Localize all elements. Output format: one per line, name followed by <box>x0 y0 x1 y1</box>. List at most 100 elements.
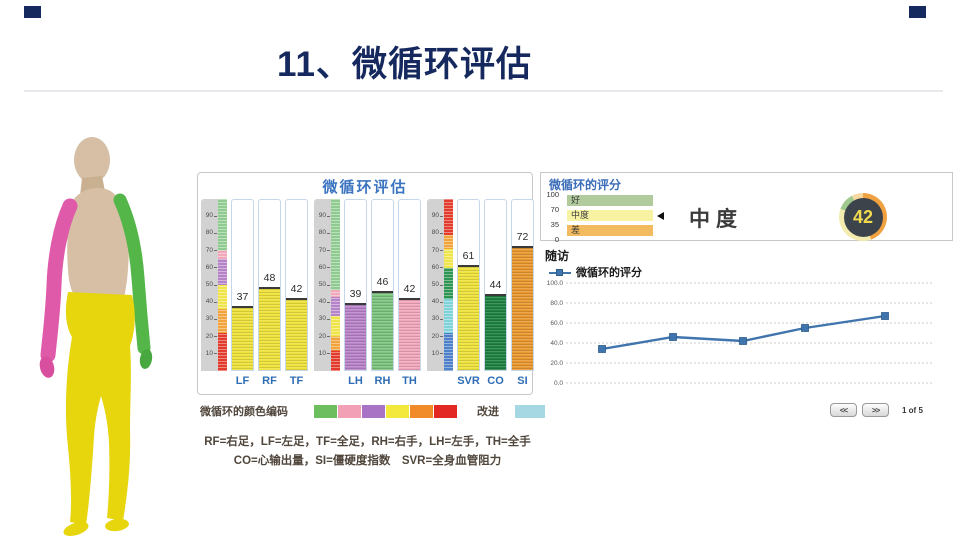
category-label: LF <box>235 375 250 387</box>
color-legend-swatches <box>314 404 457 418</box>
bar-column-LH: 39 LH <box>344 199 367 391</box>
axis-tick: 60 <box>432 264 443 271</box>
title-divider <box>24 90 943 92</box>
axis-tick: 70 <box>206 247 217 254</box>
bar-value-label: 46 <box>376 275 389 288</box>
bar-RF <box>259 287 280 370</box>
y-axis-tick: 60.0 <box>550 320 563 327</box>
axis-tick: 80 <box>319 230 330 237</box>
bar-SVR <box>458 265 479 370</box>
body-right-hand <box>139 349 153 369</box>
body-left-arm <box>40 198 78 363</box>
axis-tick: 10 <box>206 350 217 357</box>
score-panel-title: 微循环的评分 <box>549 178 622 192</box>
score-badge-ring: 42 <box>839 193 887 241</box>
body-left-foot <box>63 522 89 536</box>
axis-column: 90 80 70 60 50 40 30 20 10 <box>201 199 227 391</box>
axis-column: 90 80 70 60 50 40 30 20 10 <box>314 199 340 391</box>
bar-RH <box>372 290 393 370</box>
axis-tick: 10 <box>319 350 330 357</box>
color-legend: 微循环的颜色编码 改进 <box>200 403 545 419</box>
bar-column-TH: 42 TH <box>398 199 421 391</box>
data-point-marker <box>669 333 677 341</box>
data-point-marker <box>881 312 889 320</box>
axis-tick: 40 <box>319 298 330 305</box>
axis-tick: 40 <box>432 298 443 305</box>
bar-group-2: 90 80 70 60 50 40 30 20 10 61 SVR 44 CO 72 SI <box>427 199 534 391</box>
bar-CO <box>485 294 506 370</box>
axis-tick: 70 <box>319 247 330 254</box>
pager-status: 1 of 5 <box>902 405 923 415</box>
axis-tick: 20 <box>319 333 330 340</box>
category-label: LH <box>348 375 363 387</box>
axis-tick: 90 <box>206 212 217 219</box>
bar-track: 42 <box>398 199 421 371</box>
line-series-marker-icon <box>549 268 571 277</box>
axis-tick: 30 <box>206 316 217 323</box>
score-band-1: 中度 <box>567 210 653 221</box>
score-band-0: 好 <box>567 195 653 206</box>
bar-value-label: 61 <box>462 250 475 263</box>
current-level-marker-icon <box>657 212 664 220</box>
body-torso <box>67 187 129 298</box>
improved-label: 改进 <box>477 406 499 418</box>
legend-swatch <box>362 404 385 418</box>
bar-value-label: 42 <box>403 282 416 295</box>
axis-ticks: 90 80 70 60 50 40 30 20 10 <box>314 199 331 371</box>
axis-tick: 60 <box>206 264 217 271</box>
category-label: SI <box>517 375 528 387</box>
bar-column-SI: 72 SI <box>511 199 534 391</box>
bar-LH <box>345 302 366 370</box>
bar-SI <box>512 246 533 370</box>
axis-tick: 50 <box>319 281 330 288</box>
bar-track: 42 <box>285 199 308 371</box>
axis-tick: 80 <box>206 230 217 237</box>
score-scale-tick: 0 <box>554 235 559 244</box>
score-band-2: 差 <box>567 225 653 236</box>
axis-ticks: 90 80 70 60 50 40 30 20 10 <box>427 199 444 371</box>
bar-track: 37 <box>231 199 254 371</box>
category-label: SVR <box>457 375 480 387</box>
axis-tick: 60 <box>319 264 330 271</box>
bar-track: 61 <box>457 199 480 371</box>
axis-tick: 50 <box>206 281 217 288</box>
y-axis-tick: 100.0 <box>547 280 564 287</box>
followup-legend-label: 微循环的评分 <box>576 267 642 279</box>
corner-decoration-left <box>24 6 41 18</box>
category-label: RH <box>374 375 391 387</box>
y-axis-tick: 20.0 <box>550 360 563 367</box>
bar-LF <box>232 306 253 370</box>
bar-TH <box>399 297 420 370</box>
score-badge-value: 42 <box>843 197 883 237</box>
axis-tick: 90 <box>432 212 443 219</box>
bar-column-RF: 48 RF <box>258 199 281 391</box>
pager-prev-button[interactable]: << <box>830 403 857 417</box>
bar-column-SVR: 61 SVR <box>457 199 480 391</box>
improved-color-swatch <box>515 404 545 418</box>
score-scale: 好中度差 100 70 35 0 <box>545 189 677 244</box>
axis-tick: 30 <box>319 316 330 323</box>
corner-decoration-right <box>909 6 926 18</box>
axis-column: 90 80 70 60 50 40 30 20 10 <box>427 199 453 391</box>
data-point-marker <box>598 345 606 353</box>
bar-value-label: 37 <box>236 291 249 304</box>
legend-swatch <box>338 404 361 418</box>
rating-text: 中度 <box>689 208 743 231</box>
color-legend-label: 微循环的颜色编码 <box>200 406 288 418</box>
body-right-foot <box>105 518 129 532</box>
bar-value-label: 72 <box>516 231 529 244</box>
data-point-marker <box>739 337 747 345</box>
pager-next-button[interactable]: >> <box>862 403 889 417</box>
axis-tick: 70 <box>432 247 443 254</box>
followup-pager: << >> 1 of 5 <box>830 403 923 417</box>
footnote-line-2: CO=心输出量，SI=僵硬度指数 SVR=全身血管阻力 <box>233 455 502 467</box>
body-right-arm <box>113 193 151 355</box>
axis-ticks: 90 80 70 60 50 40 30 20 10 <box>201 199 218 371</box>
bar-value-label: 42 <box>290 282 303 295</box>
axis-tick: 20 <box>206 333 217 340</box>
category-label: CO <box>487 375 504 387</box>
bar-track: 39 <box>344 199 367 371</box>
footnote-line-1: RF=右足，LF=左足，TF=全足，RH=右手，LH=左手，TH=全手 <box>204 436 531 448</box>
axis-tick: 90 <box>319 212 330 219</box>
body-left-hand <box>39 356 55 378</box>
